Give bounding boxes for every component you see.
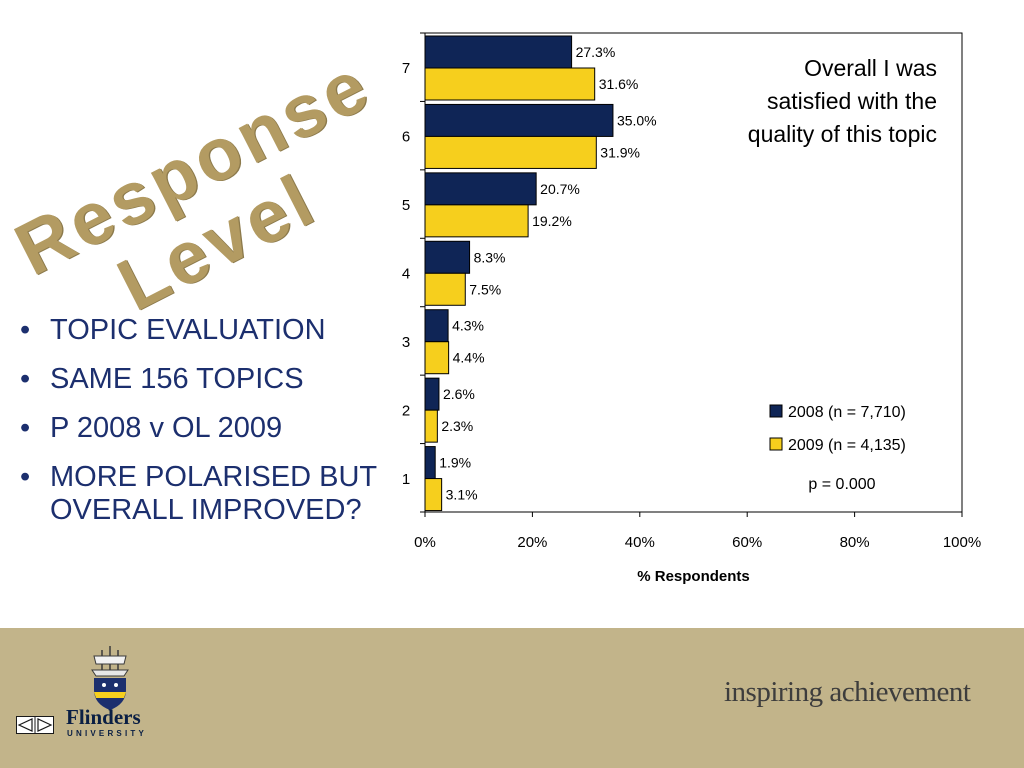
bars-layer: 7 6 5 4 3 2 1 27.3% 35.0% 20.7% 8.3% 4.3% 2.6% 1.9% 31… [402,32,981,585]
chart-title: Overall I was satisfied with the quality o… [748,55,937,147]
chart-title-line: quality of this topic [748,121,937,147]
data-label: 8.3% [474,249,506,265]
data-label: 31.9% [600,144,640,160]
x-tick-label: 100% [943,534,981,551]
y-tick-label: 4 [402,266,410,283]
data-label: 7.5% [469,281,501,297]
data-label: 4.3% [452,318,484,334]
response-level-wordart: Response Level [2,42,393,353]
bar-2009 [424,204,529,238]
bar-2008 [424,446,436,480]
data-label: 4.4% [453,350,485,366]
bullet-item: TOPIC EVALUATION [18,314,388,347]
bar-2008 [424,35,573,69]
data-label: 19.2% [532,213,572,229]
bar-2008 [424,377,440,411]
legend-label: 2008 (n = 7,710) [788,404,906,421]
data-label: 2.6% [443,386,475,402]
bar-2009 [424,478,443,512]
y-tick-label: 5 [402,197,410,214]
data-label: 31.6% [599,76,639,92]
x-tick-label: 40% [625,534,655,551]
legend-label: 2009 (n = 4,135) [788,437,906,454]
y-tick-label: 2 [402,402,410,419]
university-subtitle: UNIVERSITY [67,729,148,738]
tagline: inspiring achievement [724,676,971,708]
y-tick-label: 3 [402,334,410,351]
university-crest-icon [91,646,129,710]
y-tick-label: 7 [402,60,410,77]
chart-container: 7 6 5 4 3 2 1 27.3% 35.0% 20.7% 8.3% 4.3% 2.6% 1.9% 31… [388,0,994,600]
chart-title-line: satisfied with the [767,88,937,114]
navigation-arrows-icon[interactable] [16,716,54,734]
bar-2008 [424,172,537,206]
data-label: 3.1% [446,487,478,503]
x-tick-label: 0% [414,534,436,551]
university-name: Flinders [66,705,141,729]
bullet-item: P 2008 v OL 2009 [18,412,388,445]
bullet-list: TOPIC EVALUATION SAME 156 TOPICS P 2008 … [18,314,388,543]
x-axis-title: % Respondents [637,568,750,585]
chart-title-line: Overall I was [804,55,937,81]
bullet-item: SAME 156 TOPICS [18,363,388,396]
p-value-annotation: p = 0.000 [808,476,875,493]
bar-2009 [424,409,438,443]
bar-2009 [424,341,450,375]
data-label: 1.9% [439,455,471,471]
bullet-item: MORE POLARISED BUT OVERALL IMPROVED? [18,461,388,527]
bar-2008 [424,309,449,343]
data-label: 20.7% [540,181,580,197]
data-label: 2.3% [441,418,473,434]
y-tick-label: 6 [402,129,410,146]
bar-2008 [424,103,614,137]
bar-2008 [424,240,471,274]
legend-swatch [769,437,783,451]
legend-swatch [769,404,783,418]
bar-2009 [424,67,596,101]
x-tick-label: 80% [840,534,870,551]
x-tick-label: 20% [517,534,547,551]
y-tick-label: 1 [402,471,410,488]
bar-2009 [424,272,466,306]
x-tick-label: 60% [732,534,762,551]
bar-2009 [424,135,597,169]
data-label: 27.3% [576,44,616,60]
satisfaction-bar-chart: 7 6 5 4 3 2 1 27.3% 35.0% 20.7% 8.3% 4.3% 2.6% 1.9% 31… [402,32,981,585]
data-label: 35.0% [617,112,657,128]
footer-band [0,628,1024,768]
